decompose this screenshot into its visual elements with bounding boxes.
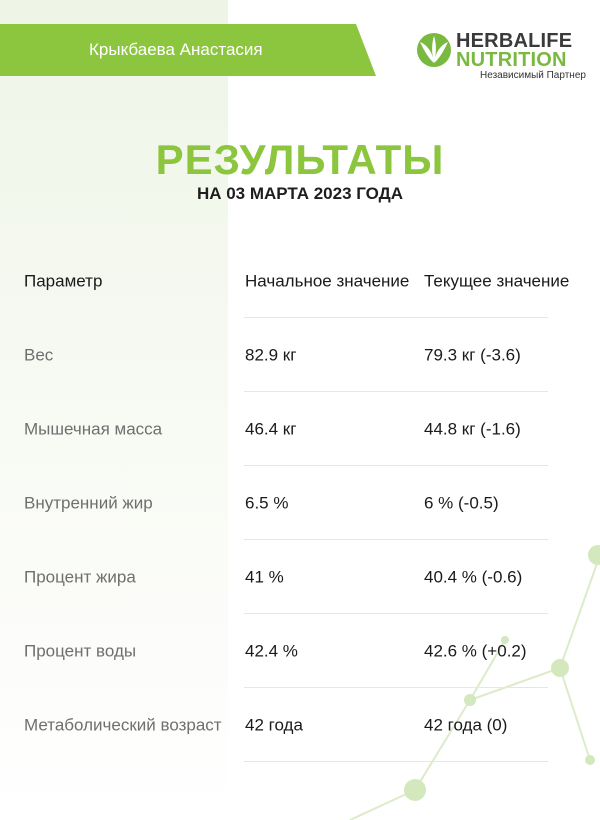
page-subtitle: НА 03 МАРТА 2023 ГОДА xyxy=(196,184,404,203)
row-divider xyxy=(244,539,548,540)
row-initial: 82.9 кг xyxy=(245,345,297,365)
herbalife-logo: HERBALIFE NUTRITION Независимый Партнер xyxy=(416,30,592,82)
header-current-value: Текущее значение xyxy=(424,271,570,291)
header-parameter: Параметр xyxy=(24,271,103,291)
row-current: 40.4 % (-0.6) xyxy=(424,567,523,587)
page-title: РЕЗУЛЬТАТЫ xyxy=(155,136,445,183)
table-header-row: Параметр Начальное значение Текущее знач… xyxy=(0,244,600,318)
row-initial: 42.4 % xyxy=(245,641,298,661)
brand-name-bottom: NUTRITION xyxy=(456,49,567,71)
table-row: Процент воды 42.4 % 42.6 % (+0.2) xyxy=(0,614,600,688)
partner-caption: Независимый Партнер xyxy=(480,70,586,81)
row-parameter: Вес xyxy=(24,345,54,365)
row-initial: 42 года xyxy=(245,715,303,735)
row-divider xyxy=(244,613,548,614)
row-parameter: Мышечная масса xyxy=(24,419,163,439)
row-divider xyxy=(244,687,548,688)
table-row: Мышечная масса 46.4 кг 44.8 кг (-1.6) xyxy=(0,392,600,466)
results-table: Параметр Начальное значение Текущее знач… xyxy=(0,244,600,762)
row-parameter: Процент жира xyxy=(24,567,136,587)
brand-name-top: HERBALIFE xyxy=(456,30,573,52)
table-row: Внутренний жир 6.5 % 6 % (-0.5) xyxy=(0,466,600,540)
row-initial: 41 % xyxy=(245,567,284,587)
row-current: 44.8 кг (-1.6) xyxy=(424,419,521,439)
name-banner: Крыкбаева Анастасия xyxy=(0,24,376,76)
row-divider xyxy=(244,391,548,392)
partner-name: Крыкбаева Анастасия xyxy=(89,40,263,59)
table-row: Процент жира 41 % 40.4 % (-0.6) xyxy=(0,540,600,614)
table-row: Вес 82.9 кг 79.3 кг (-3.6) xyxy=(0,318,600,392)
row-parameter: Внутренний жир xyxy=(24,493,153,513)
row-divider xyxy=(244,465,548,466)
row-divider xyxy=(244,317,548,318)
row-current: 42.6 % (+0.2) xyxy=(424,641,527,661)
row-current: 79.3 кг (-3.6) xyxy=(424,345,521,365)
header-initial-value: Начальное значение xyxy=(245,271,410,291)
row-parameter: Процент воды xyxy=(24,641,137,661)
row-initial: 6.5 % xyxy=(245,493,289,513)
background-panel xyxy=(228,0,600,820)
row-divider xyxy=(244,761,548,762)
row-current: 42 года (0) xyxy=(424,715,508,735)
row-current: 6 % (-0.5) xyxy=(424,493,499,513)
row-initial: 46.4 кг xyxy=(245,419,297,439)
row-parameter: Метаболический возраст xyxy=(24,715,222,735)
table-row: Метаболический возраст 42 года 42 года (… xyxy=(0,688,600,762)
herbalife-leaf-icon xyxy=(417,33,451,67)
